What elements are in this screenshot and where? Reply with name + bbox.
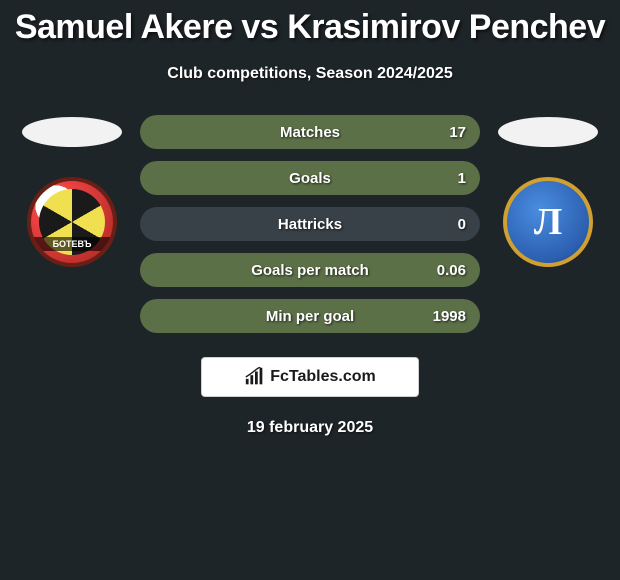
stat-label: Hattricks	[140, 216, 480, 233]
stat-label: Min per goal	[140, 308, 480, 325]
stat-right-value: 0.06	[437, 262, 466, 279]
stat-right-value: 1998	[433, 308, 466, 325]
club-badge-right-icon	[503, 177, 593, 267]
player-left-col	[22, 115, 122, 267]
chart-icon	[244, 367, 266, 387]
stat-row: Goals 1	[140, 161, 480, 195]
stat-right-value: 1	[458, 170, 466, 187]
stats-list: Matches 17 Goals 1 Hattricks 0 Goals per…	[140, 115, 480, 333]
stat-row: Hattricks 0	[140, 207, 480, 241]
stat-label: Goals	[140, 170, 480, 187]
stat-row: Matches 17	[140, 115, 480, 149]
stat-label: Matches	[140, 124, 480, 141]
stat-right-value: 17	[449, 124, 466, 141]
page-title: Samuel Akere vs Krasimirov Penchev	[0, 0, 620, 47]
stat-right-value: 0	[458, 216, 466, 233]
brand-text: FcTables.com	[270, 368, 376, 386]
player-right-col	[498, 115, 598, 267]
subtitle: Club competitions, Season 2024/2025	[0, 65, 620, 83]
comparison-panel: Matches 17 Goals 1 Hattricks 0 Goals per…	[0, 115, 620, 333]
brand-link[interactable]: FcTables.com	[201, 357, 419, 397]
flag-right-icon	[498, 117, 598, 147]
stat-label: Goals per match	[140, 262, 480, 279]
date-text: 19 february 2025	[0, 419, 620, 437]
stat-row: Min per goal 1998	[140, 299, 480, 333]
stat-row: Goals per match 0.06	[140, 253, 480, 287]
club-badge-left-icon	[27, 177, 117, 267]
flag-left-icon	[22, 117, 122, 147]
